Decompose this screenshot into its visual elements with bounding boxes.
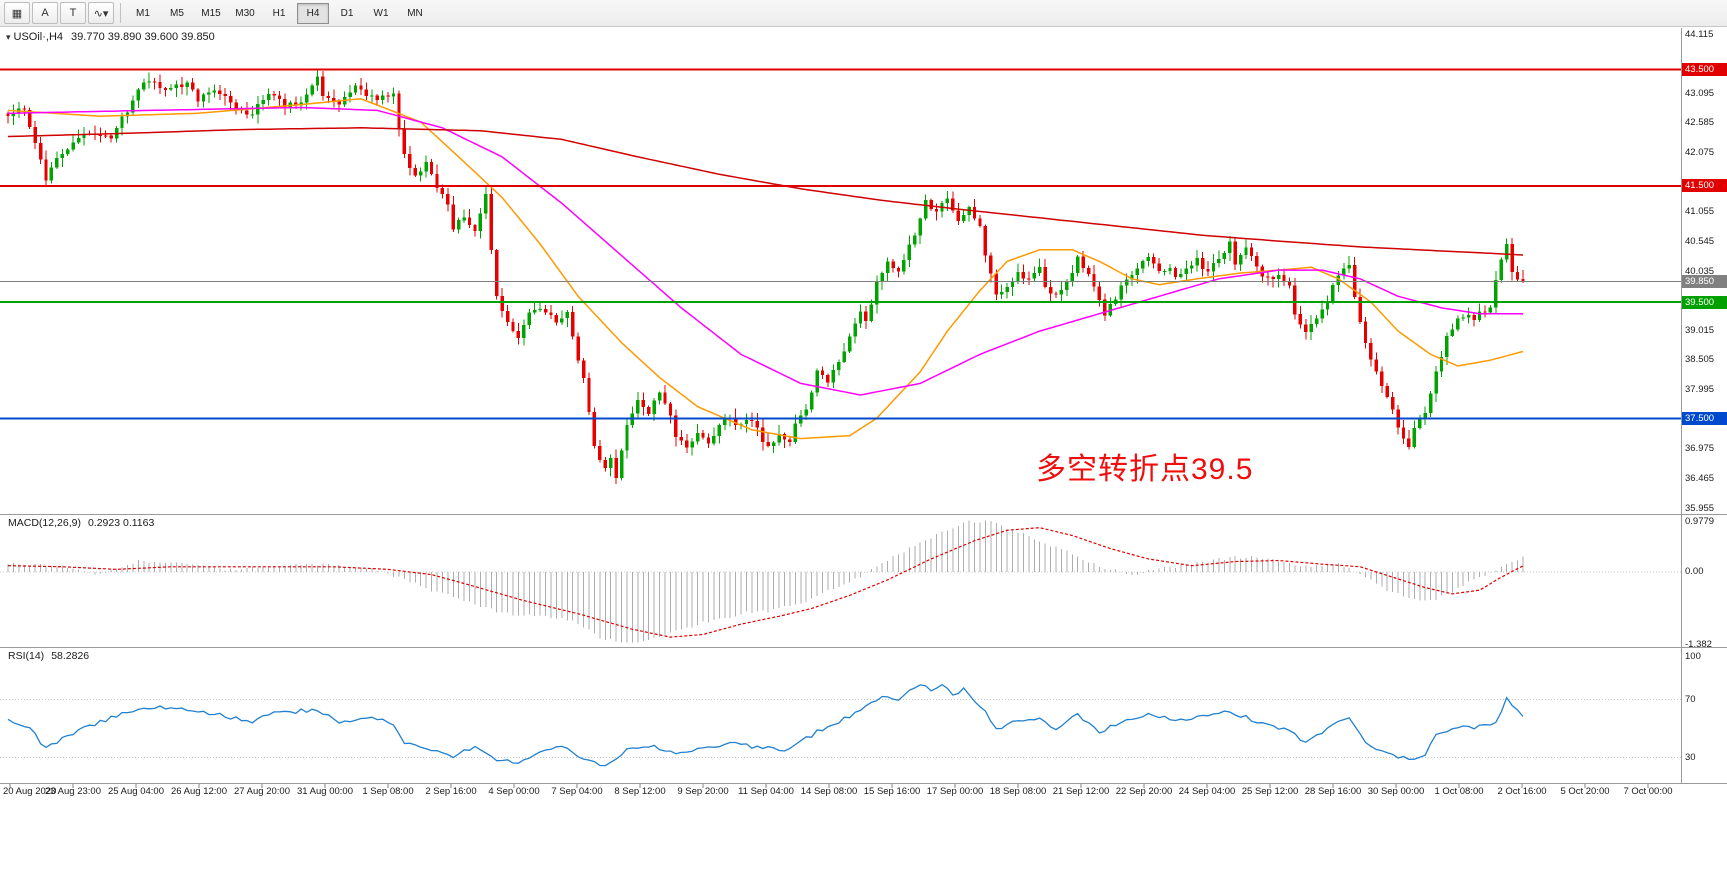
- timeframe-mn-button[interactable]: MN: [407, 7, 423, 19]
- ma-line-medium: [7, 106, 1523, 396]
- rsi-indicator: [0, 683, 1681, 767]
- ma-line-slow: [7, 127, 1524, 256]
- drawing-tools-group: ▦ A T ∿▾: [3, 2, 115, 24]
- timeframe-h4-button[interactable]: H4: [297, 2, 329, 24]
- timeframe-w1-button[interactable]: W1: [373, 7, 389, 19]
- timeframe-h1-button[interactable]: H1: [272, 7, 286, 19]
- toolbar: ▦ A T ∿▾ M1 M5 M15 M30 H1 H4 D1 W1 MN: [0, 0, 1727, 27]
- line-style-dropdown-button[interactable]: ∿▾: [88, 2, 114, 24]
- text-tool-button[interactable]: A: [32, 2, 58, 24]
- horizontal-line-objects[interactable]: [0, 68, 1681, 420]
- time-axis-ticks: [9, 784, 1649, 788]
- timeframe-m1-button[interactable]: M1: [136, 7, 150, 19]
- macd-indicator: [0, 520, 1681, 643]
- timeframe-m5-button[interactable]: M5: [170, 7, 184, 19]
- timeframe-m15-button[interactable]: M15: [201, 7, 221, 19]
- candles: [6, 69, 1525, 485]
- timeframe-m30-button[interactable]: M30: [235, 7, 255, 19]
- timeframe-buttons-group: M1 M5 M15 M30 H1 H4 D1 W1 MN: [126, 2, 432, 24]
- grid-tool-button[interactable]: ▦: [4, 2, 30, 24]
- toolbar-separator: [120, 3, 121, 23]
- label-tool-button[interactable]: T: [60, 2, 86, 24]
- timeframe-d1-button[interactable]: D1: [340, 7, 354, 19]
- panel-separators: [0, 28, 1727, 784]
- ma-line-fast: [7, 98, 1524, 440]
